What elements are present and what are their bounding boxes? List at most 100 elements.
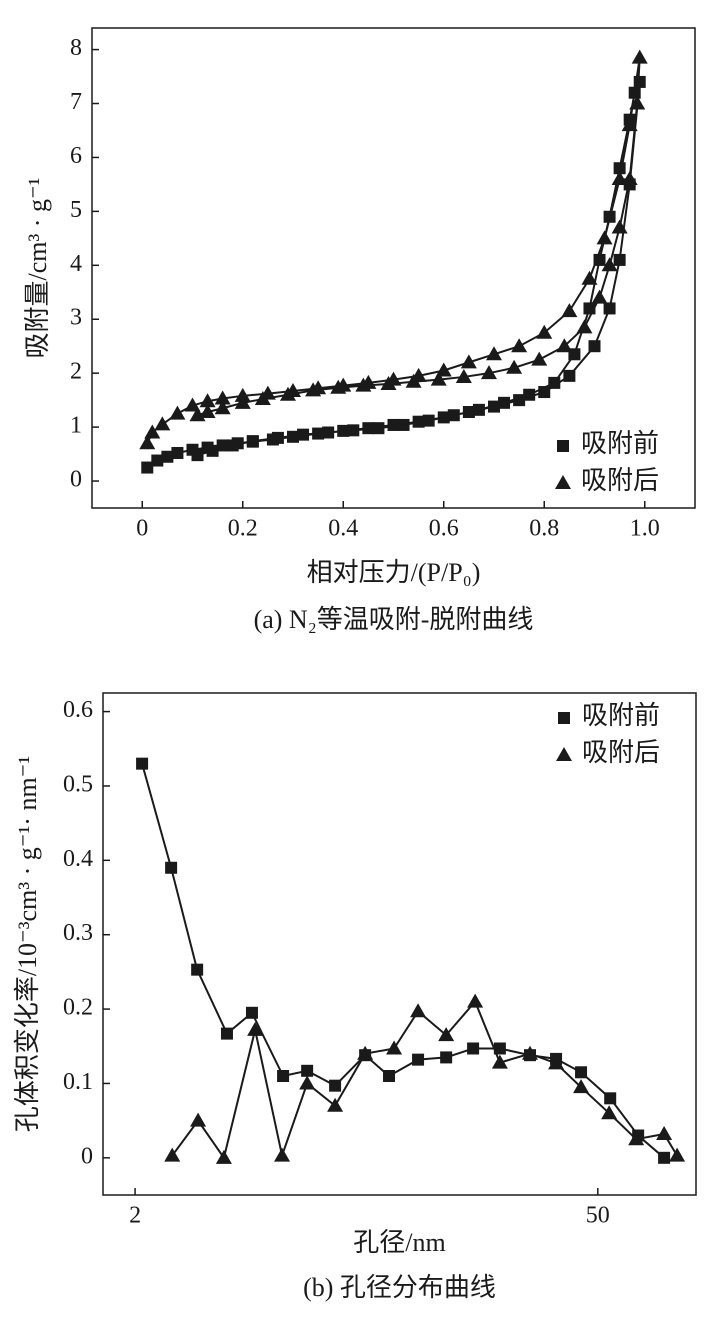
marker-triangle bbox=[480, 365, 497, 380]
y-tick-label: 1 bbox=[70, 413, 82, 439]
marker-triangle bbox=[628, 1131, 645, 1146]
marker-triangle bbox=[190, 1112, 207, 1127]
marker-triangle bbox=[601, 1105, 618, 1120]
marker-square bbox=[287, 430, 299, 443]
marker-square bbox=[462, 406, 475, 418]
marker-triangle bbox=[601, 257, 618, 272]
marker-square bbox=[347, 424, 360, 437]
marker-triangle bbox=[511, 338, 528, 353]
marker-square bbox=[422, 414, 435, 427]
marker-square bbox=[498, 396, 511, 409]
marker-triangle bbox=[555, 475, 571, 489]
legend-label: 吸附前 bbox=[581, 429, 659, 458]
marker-triangle bbox=[455, 368, 472, 383]
x-tick-label: 0 bbox=[136, 516, 148, 542]
marker-square bbox=[412, 1053, 425, 1066]
marker-triangle bbox=[247, 1021, 264, 1036]
marker-triangle bbox=[139, 435, 156, 450]
marker-triangle bbox=[234, 387, 251, 402]
marker-square bbox=[191, 449, 204, 462]
marker-square bbox=[523, 388, 536, 401]
marker-triangle bbox=[355, 377, 372, 392]
marker-triangle bbox=[561, 303, 578, 318]
marker-triangle bbox=[386, 1040, 403, 1055]
marker-triangle bbox=[631, 49, 648, 64]
marker-triangle bbox=[279, 386, 296, 401]
marker-square bbox=[277, 1070, 290, 1083]
marker-square bbox=[372, 422, 385, 435]
marker-square bbox=[467, 1042, 480, 1055]
marker-triangle bbox=[669, 1147, 686, 1162]
marker-triangle bbox=[169, 405, 186, 420]
marker-triangle bbox=[467, 993, 484, 1008]
marker-triangle bbox=[536, 324, 553, 339]
marker-triangle bbox=[184, 397, 201, 412]
marker-triangle bbox=[621, 117, 638, 132]
marker-square bbox=[245, 1006, 258, 1019]
y-tick-label: 0 bbox=[81, 1143, 93, 1169]
marker-triangle bbox=[531, 351, 548, 366]
marker-square bbox=[191, 963, 204, 976]
y-tick-label: 0.6 bbox=[63, 697, 93, 723]
marker-triangle bbox=[556, 338, 573, 353]
marker-square bbox=[658, 1151, 671, 1164]
marker-triangle bbox=[214, 390, 231, 405]
marker-triangle bbox=[199, 393, 216, 408]
marker-triangle bbox=[164, 1147, 181, 1162]
marker-square bbox=[297, 428, 310, 441]
marker-triangle bbox=[327, 1097, 344, 1112]
marker-square bbox=[171, 446, 184, 459]
marker-square bbox=[588, 340, 601, 353]
marker-square bbox=[312, 427, 325, 440]
marker-square bbox=[447, 409, 460, 422]
marker-square bbox=[151, 454, 164, 467]
marker-triangle bbox=[522, 1045, 539, 1060]
marker-triangle bbox=[435, 362, 452, 377]
marker-triangle bbox=[611, 171, 628, 186]
marker-triangle bbox=[330, 379, 347, 394]
marker-triangle bbox=[274, 1147, 291, 1162]
marker-triangle bbox=[576, 319, 593, 334]
marker-square bbox=[337, 424, 350, 437]
marker-square bbox=[558, 712, 570, 724]
marker-triangle bbox=[611, 219, 628, 234]
marker-square bbox=[226, 439, 239, 452]
marker-triangle bbox=[556, 747, 572, 761]
caption: (a) N₂等温吸附-脱附曲线 bbox=[254, 605, 534, 634]
marker-square bbox=[575, 1066, 588, 1079]
marker-square bbox=[538, 386, 551, 399]
marker-square bbox=[397, 418, 410, 431]
marker-square bbox=[246, 435, 259, 448]
y-tick-label: 3 bbox=[70, 305, 82, 331]
marker-triangle bbox=[629, 95, 646, 110]
x-tick-label: 1.0 bbox=[630, 516, 660, 542]
marker-triangle bbox=[254, 391, 271, 406]
marker-square bbox=[165, 861, 178, 874]
plot-frame bbox=[91, 27, 696, 509]
y-tick-label: 2 bbox=[70, 359, 82, 385]
y-tick-label: 4 bbox=[70, 251, 82, 277]
marker-triangle bbox=[506, 359, 523, 374]
x-axis-label: 相对压力/(P/P₀) bbox=[307, 558, 481, 587]
plot-frame bbox=[102, 692, 697, 1196]
marker-square bbox=[603, 302, 616, 315]
y-tick-label: 0.2 bbox=[63, 995, 93, 1021]
y-tick-label: 0.1 bbox=[63, 1069, 93, 1095]
marker-square bbox=[301, 1064, 314, 1077]
marker-square bbox=[472, 403, 485, 416]
y-tick-label: 0.5 bbox=[63, 771, 93, 797]
x-tick-label: 50 bbox=[586, 1203, 610, 1229]
x-tick-label: 0.8 bbox=[529, 516, 559, 542]
marker-square bbox=[206, 444, 219, 457]
marker-square bbox=[604, 1092, 617, 1105]
y-tick-label: 7 bbox=[70, 89, 82, 115]
marker-triangle bbox=[656, 1126, 673, 1141]
marker-triangle bbox=[430, 371, 447, 386]
marker-triangle bbox=[299, 1075, 316, 1090]
marker-triangle bbox=[596, 230, 613, 245]
marker-square bbox=[557, 440, 569, 452]
marker-triangle bbox=[581, 270, 598, 285]
marker-triangle bbox=[621, 171, 638, 186]
y-tick-label: 0.3 bbox=[63, 920, 93, 946]
marker-triangle bbox=[215, 1149, 232, 1164]
